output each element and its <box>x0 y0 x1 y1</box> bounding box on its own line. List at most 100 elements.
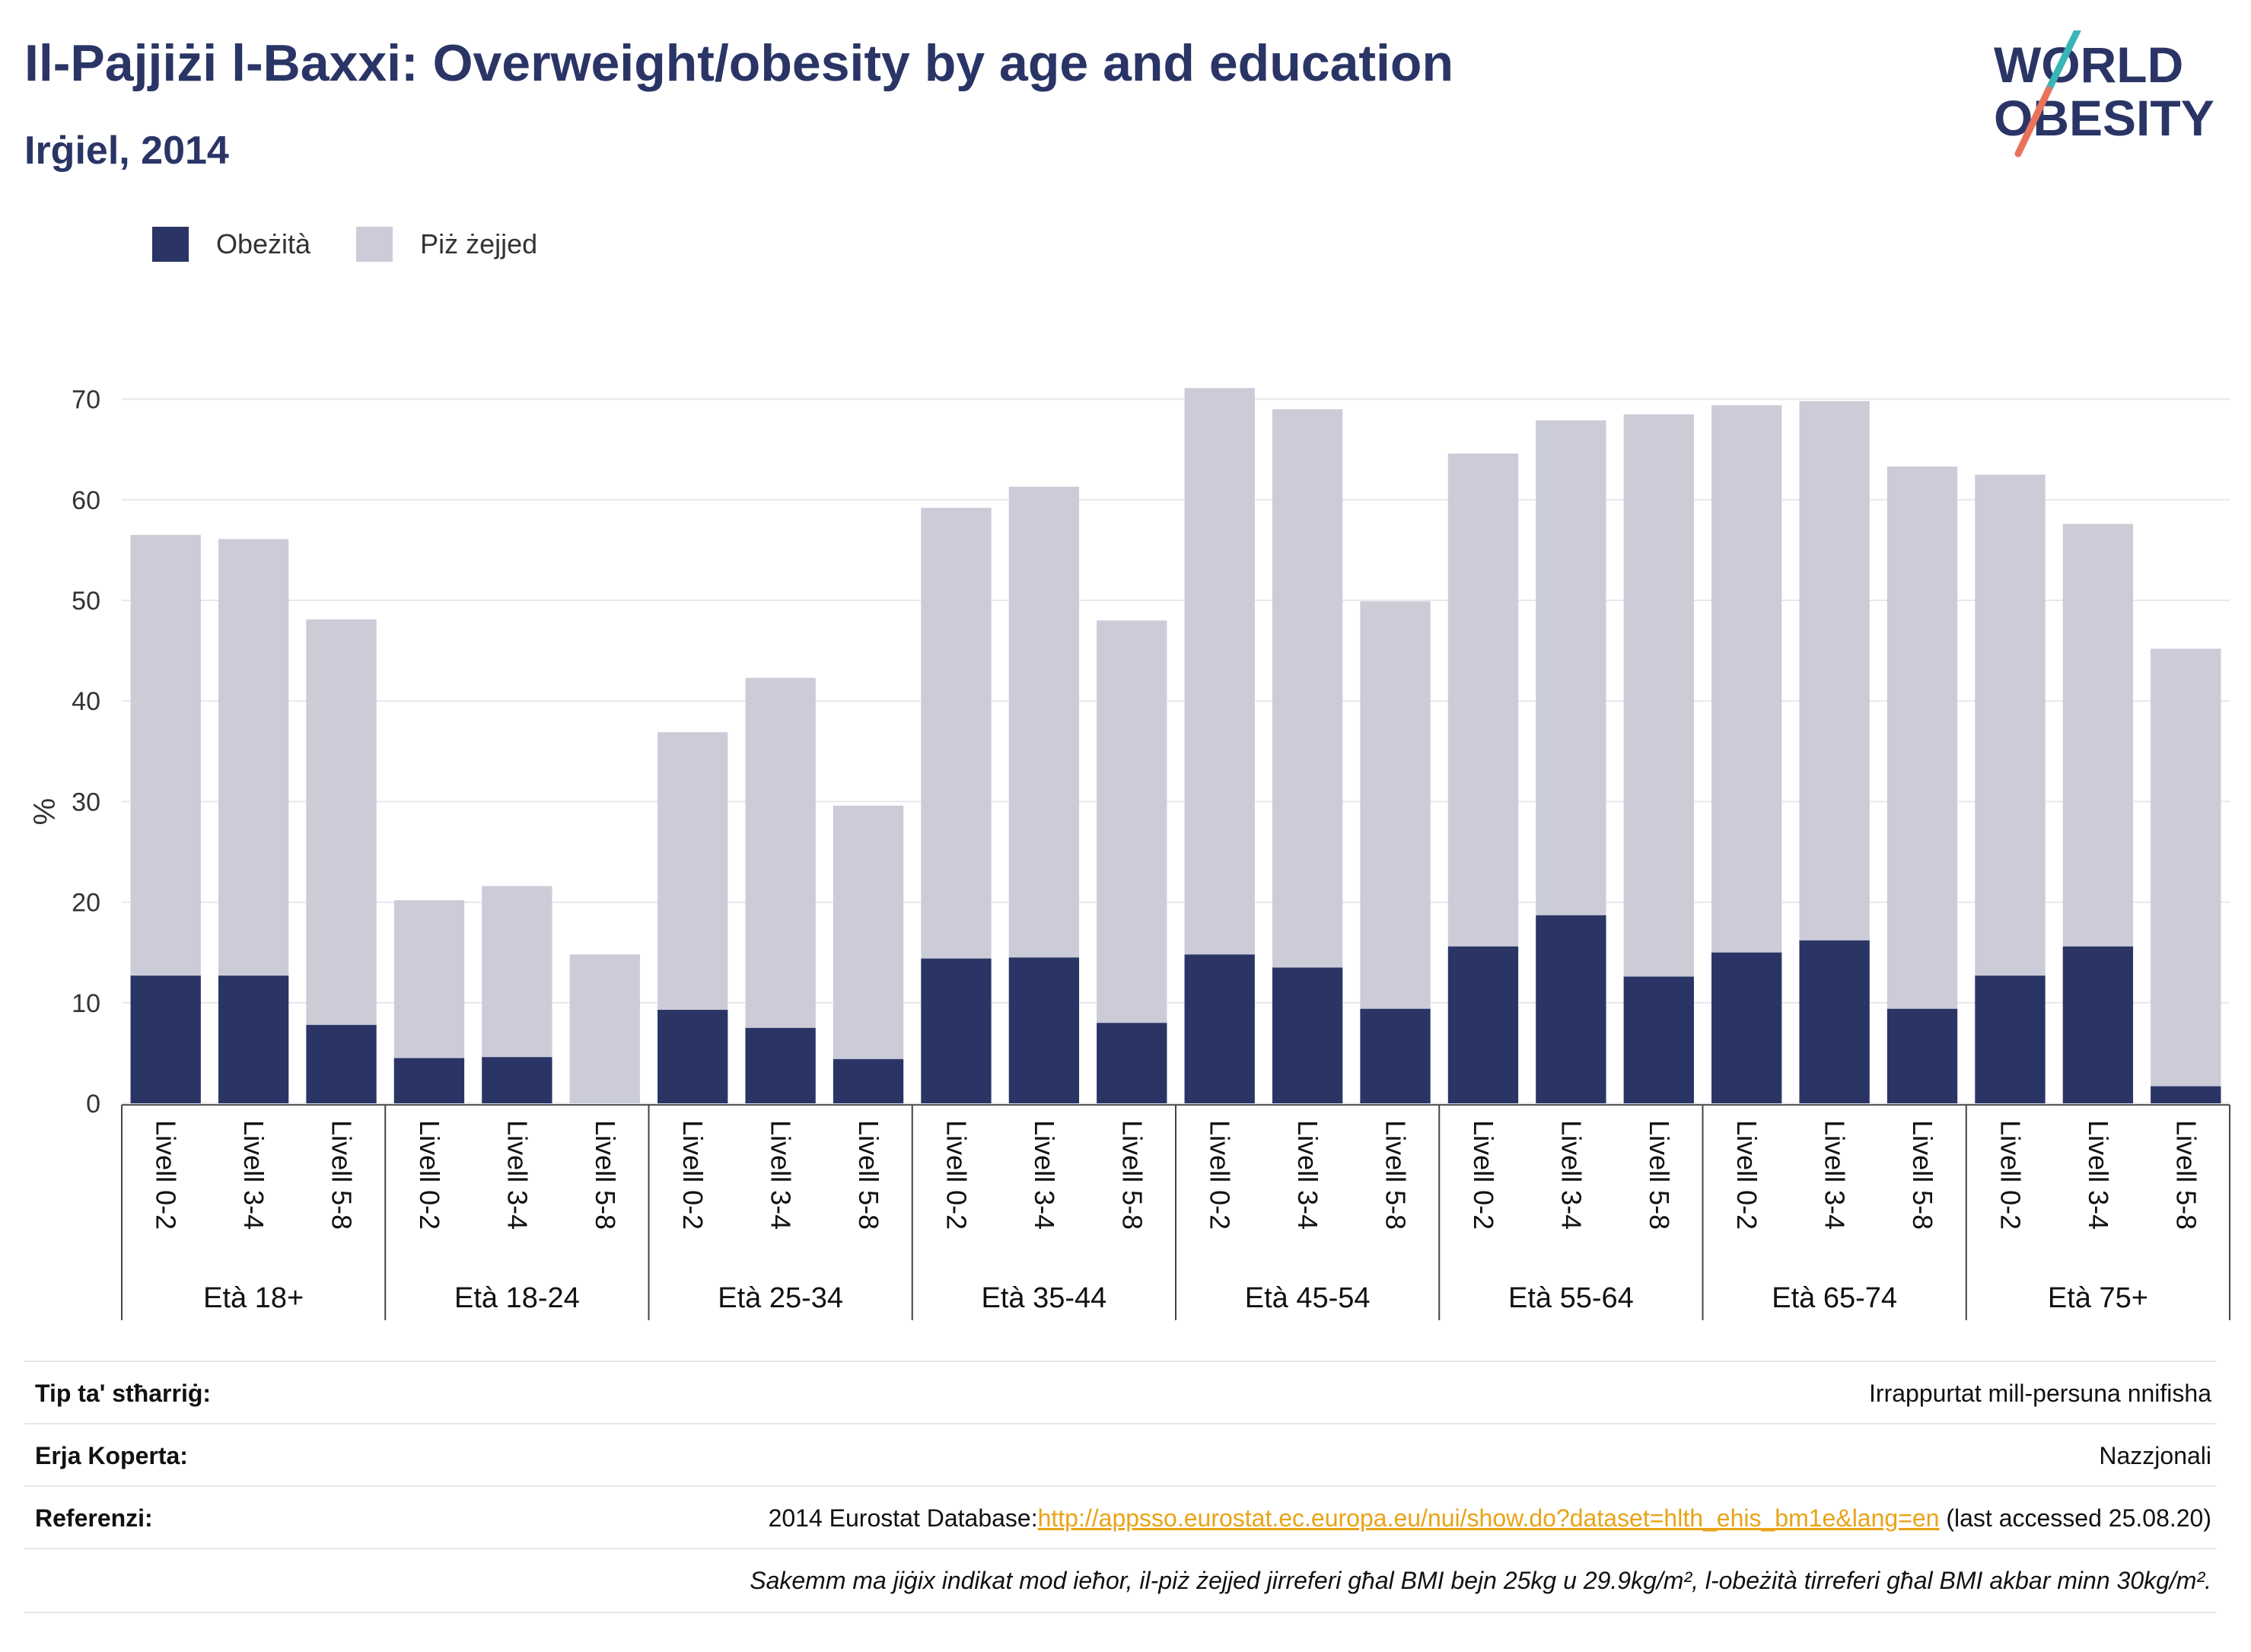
x-tick-label-level: Livell 5-8 <box>853 1120 884 1230</box>
bar-obesity <box>1711 952 1782 1103</box>
bar-obesity <box>1360 1008 1431 1103</box>
bar-overweight <box>1623 414 1694 977</box>
bar-obesity <box>1886 1008 1958 1103</box>
bar-obesity <box>1447 946 1519 1103</box>
x-tick-label-level: Livell 3-4 <box>501 1120 533 1230</box>
bar-obesity <box>833 1058 904 1103</box>
x-tick-label-level: Livell 5-8 <box>2170 1120 2202 1230</box>
y-tick-label: 0 <box>86 1090 100 1119</box>
bar-chart: 0 10 20 30 40 50 60 70% Livell 0-2 Livell 3-4 Live… <box>28 386 2230 1320</box>
x-tick-label-level: Livell 0-2 <box>1731 1120 1762 1230</box>
bar-obesity <box>2062 946 2134 1103</box>
legend-swatch-overweight <box>356 227 393 262</box>
bar-obesity <box>1623 976 1694 1103</box>
bar-overweight <box>2151 648 2221 1087</box>
bar-obesity <box>1799 940 1870 1103</box>
x-group-label: Età 25-34 <box>718 1282 843 1314</box>
x-group-label: Età 18+ <box>203 1282 304 1314</box>
x-tick-label-level: Livell 0-2 <box>941 1120 972 1230</box>
logo-line2: OBESITY <box>1994 90 2214 146</box>
legend: Obeżità Piż żejjed <box>152 227 583 262</box>
bar-obesity <box>1536 915 1606 1103</box>
y-tick-label: 20 <box>72 889 100 918</box>
bar-overweight <box>1008 486 1080 958</box>
bar-obesity <box>218 976 289 1103</box>
x-tick-label-level: Livell 0-2 <box>677 1120 708 1230</box>
bar-overweight <box>1097 620 1167 1023</box>
bar-overweight <box>921 508 992 959</box>
y-tick-label: 50 <box>72 587 100 616</box>
bar-obesity <box>1008 957 1080 1103</box>
x-group-label: Età 45-54 <box>1245 1282 1371 1314</box>
x-tick-label-level: Livell 0-2 <box>1205 1120 1236 1230</box>
legend-swatch-obesity <box>152 227 189 262</box>
bar-obesity <box>1975 976 2046 1103</box>
bar-obesity <box>482 1057 552 1103</box>
x-tick-label-level: Livell 5-8 <box>1644 1120 1675 1230</box>
info-value-area: Nazzjonali <box>2099 1441 2211 1469</box>
bar-obesity <box>1184 954 1255 1103</box>
bar-obesity <box>306 1024 377 1103</box>
bar-overweight <box>218 539 289 976</box>
y-tick-label: 70 <box>72 386 100 415</box>
bar-obesity <box>1097 1023 1167 1103</box>
bar-obesity <box>657 1010 728 1103</box>
info-label-references: Referenzi: <box>35 1504 153 1532</box>
x-tick-label-level: Livell 5-8 <box>1380 1120 1412 1230</box>
bar-obesity <box>745 1027 816 1103</box>
x-tick-label-level: Livell 3-4 <box>238 1120 269 1230</box>
x-tick-label-level: Livell 5-8 <box>1907 1120 1938 1230</box>
bar-overweight <box>2062 524 2134 947</box>
logo-line1: WORLD <box>1994 37 2183 93</box>
logo-slash-teal <box>2045 30 2081 94</box>
reference-link[interactable]: http://appsso.eurostat.ec.europa.eu/nui/… <box>1037 1504 1940 1532</box>
x-group-label: Età 55-64 <box>1508 1282 1634 1314</box>
world-obesity-logo: WORLD OBESITY <box>1994 30 2214 158</box>
bar-obesity <box>1272 967 1343 1103</box>
reference-suffix: (last accessed 25.08.20) <box>1939 1504 2211 1532</box>
chart-title: Il-Pajjiżi l-Baxxi: Overweight/obesity b… <box>24 34 1454 92</box>
x-tick-label-level: Livell 0-2 <box>151 1120 182 1230</box>
x-group-label: Età 18-24 <box>454 1282 580 1314</box>
info-value-survey-type: Irrappurtat mill-persuna nnifisha <box>1869 1379 2211 1407</box>
info-row-note: Sakemm ma jiġix indikat mod ieħor, il-pi… <box>24 1548 2216 1613</box>
bar-overweight <box>1272 409 1343 968</box>
bar-overweight <box>833 805 904 1059</box>
x-group-label: Età 35-44 <box>981 1282 1106 1314</box>
bar-overweight <box>1536 420 1606 915</box>
chart-subtitle: Irġiel, 2014 <box>24 129 229 173</box>
bar-overweight <box>1799 401 1870 941</box>
x-tick-label-level: Livell 3-4 <box>766 1120 797 1230</box>
bar-overweight <box>1886 466 1958 1009</box>
info-row-area: Erja Koperta: Nazzjonali <box>24 1423 2216 1487</box>
bar-overweight <box>1184 388 1255 955</box>
info-label-survey-type: Tip ta' stħarriġ: <box>35 1379 212 1407</box>
x-tick-label-level: Livell 3-4 <box>1820 1120 1851 1230</box>
y-tick-label: 40 <box>72 687 100 716</box>
bar-overweight <box>482 886 552 1058</box>
x-tick-label-level: Livell 3-4 <box>2083 1120 2114 1230</box>
y-tick-label: 30 <box>72 788 100 816</box>
x-group-label: Età 75+ <box>2048 1282 2148 1314</box>
y-tick-label: 60 <box>72 486 100 515</box>
x-tick-label-level: Livell 5-8 <box>590 1120 621 1230</box>
info-row-survey-type: Tip ta' stħarriġ: Irrappurtat mill-persu… <box>24 1361 2216 1424</box>
x-tick-label-level: Livell 5-8 <box>1116 1120 1148 1230</box>
info-note: Sakemm ma jiġix indikat mod ieħor, il-pi… <box>750 1566 2211 1594</box>
legend-label-overweight: Piż żejjed <box>420 228 538 259</box>
x-tick-label-level: Livell 0-2 <box>1468 1120 1499 1230</box>
legend-item-overweight[interactable]: Piż żejjed <box>356 227 537 262</box>
bar-overweight <box>1447 453 1519 947</box>
bar-overweight <box>306 619 377 1025</box>
x-tick-label-level: Livell 0-2 <box>414 1120 445 1230</box>
bar-obesity <box>130 976 201 1103</box>
bar-obesity <box>2151 1086 2221 1103</box>
bar-overweight <box>393 899 465 1058</box>
bar-overweight <box>745 677 816 1028</box>
bar-overweight <box>657 732 728 1011</box>
bar-overweight <box>1975 474 2046 976</box>
legend-item-obesity[interactable]: Obeżità <box>152 227 310 262</box>
bar-overweight <box>1360 601 1431 1009</box>
y-tick-label: 10 <box>72 989 100 1018</box>
bar-overweight <box>1711 405 1782 953</box>
